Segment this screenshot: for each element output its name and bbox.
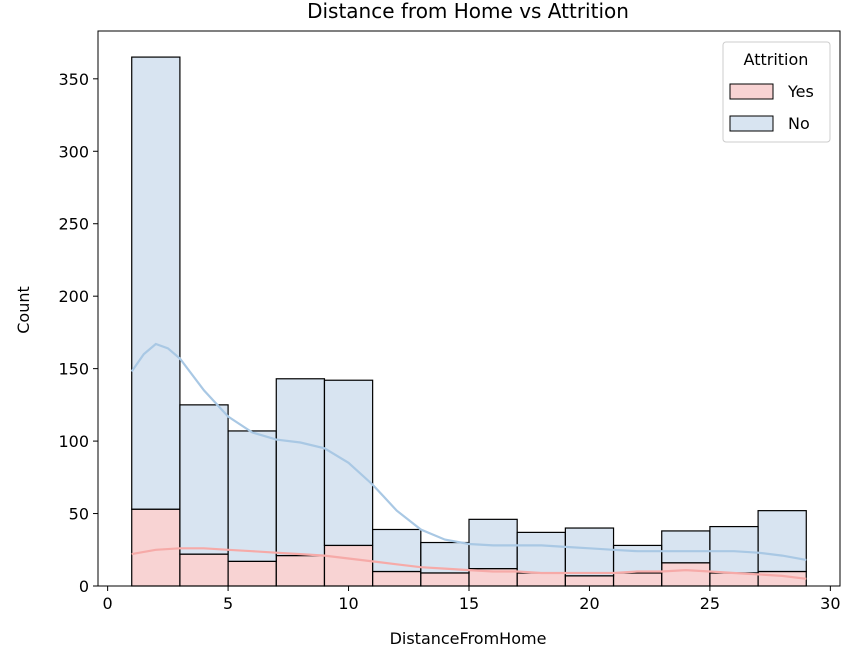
bar-yes-0 <box>131 508 181 587</box>
bar-no-3 <box>275 378 326 557</box>
x-tick-label: 30 <box>820 594 840 613</box>
bar-no-9 <box>564 527 615 577</box>
y-tick-label: 50 <box>69 505 89 524</box>
legend: Attrition Yes No <box>722 41 831 143</box>
bar-no-11 <box>661 530 711 564</box>
bar-no-12 <box>709 525 759 574</box>
kde-line-no <box>130 342 807 561</box>
legend-title: Attrition <box>744 50 809 69</box>
legend-label-yes: Yes <box>787 82 814 101</box>
legend-swatch-yes <box>729 83 774 100</box>
bar-yes-10 <box>612 572 663 587</box>
bar-yes-8 <box>516 572 566 587</box>
y-axis-label: Count <box>14 286 33 334</box>
bars-group <box>131 56 807 587</box>
legend-swatch-no <box>729 115 774 132</box>
y-tick-label: 300 <box>58 142 89 161</box>
x-tick-label: 5 <box>223 594 233 613</box>
bar-yes-5 <box>372 570 422 587</box>
x-tick-label: 0 <box>103 594 113 613</box>
y-tick-label: 250 <box>58 215 89 234</box>
bar-no-8 <box>516 531 566 574</box>
y-tick-label: 100 <box>58 432 89 451</box>
y-tick-label: 0 <box>79 577 89 596</box>
bar-yes-6 <box>420 572 470 587</box>
bar-yes-9 <box>564 575 615 587</box>
bar-yes-1 <box>179 553 229 587</box>
bar-yes-11 <box>661 562 711 587</box>
chart-title: Distance from Home vs Attrition <box>307 0 629 23</box>
y-tick-label: 200 <box>58 287 89 306</box>
legend-label-no: No <box>788 114 810 133</box>
x-axis-label: DistanceFromHome <box>390 629 547 648</box>
bar-yes-3 <box>275 554 326 587</box>
bar-no-13 <box>757 510 807 573</box>
bar-no-1 <box>179 404 229 555</box>
bar-yes-2 <box>227 560 277 587</box>
x-tick-label: 15 <box>459 594 479 613</box>
y-tick-label: 350 <box>58 70 89 89</box>
bar-no-5 <box>372 528 422 573</box>
bar-no-0 <box>131 56 181 510</box>
bar-no-4 <box>323 379 374 547</box>
x-tick-label: 25 <box>700 594 720 613</box>
y-tick-label: 150 <box>58 360 89 379</box>
x-axis: 0 5 10 15 20 25 30 <box>103 586 841 613</box>
x-tick-label: 20 <box>579 594 599 613</box>
bar-yes-4 <box>323 544 374 587</box>
kde-line-yes <box>131 547 807 580</box>
y-axis: 0 50 100 150 200 250 300 350 <box>58 70 98 596</box>
kde-lines-group <box>130 342 807 580</box>
x-tick-label: 10 <box>338 594 358 613</box>
bar-no-2 <box>227 430 277 562</box>
